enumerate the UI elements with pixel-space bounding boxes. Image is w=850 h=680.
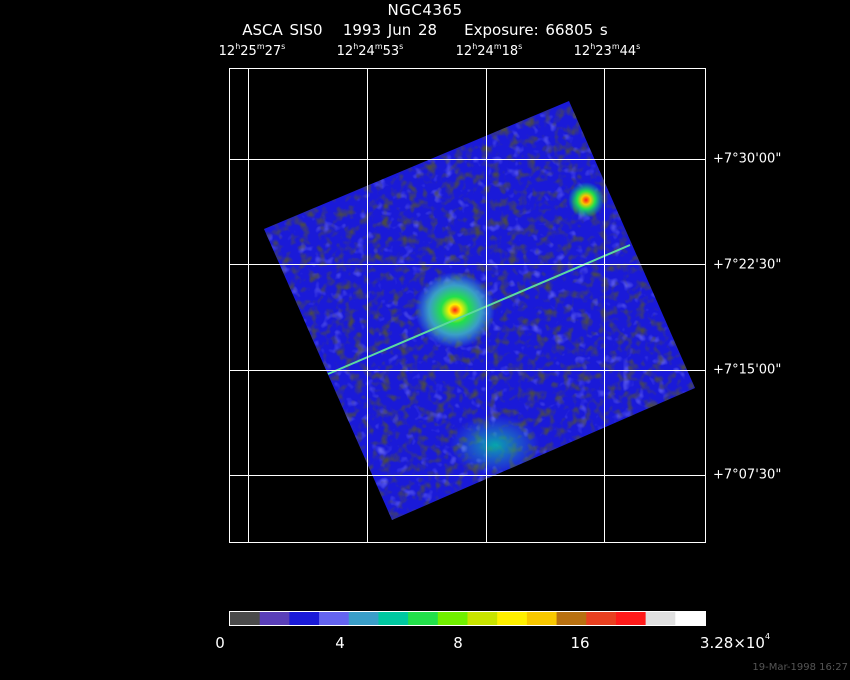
colorbar-tick-0: 0: [215, 634, 225, 652]
observation-date: 1993 Jun 28: [342, 21, 438, 39]
object-title: NGC4365: [387, 1, 463, 19]
colorbar-swatch: [586, 612, 617, 625]
colorbar: [229, 611, 706, 626]
colorbar-tick-16: 16: [570, 634, 590, 652]
colorbar-swatch: [437, 612, 468, 625]
ra-label-1: 12h25m27s: [218, 42, 286, 59]
dec-label-1: +7°30'00": [713, 151, 782, 167]
colorbar-swatch: [615, 612, 647, 625]
colorbar-border: [229, 611, 706, 626]
colorbar-swatch: [289, 612, 320, 625]
coordinate-grid: [229, 68, 706, 543]
ra-label-2: 12h24m53s: [336, 42, 404, 59]
colorbar-swatch: [645, 612, 676, 625]
ra-label-3: 12h24m18s: [455, 42, 523, 59]
colorbar-swatch: [230, 612, 261, 625]
colorbar-swatch: [319, 612, 350, 625]
colorbar-swatch: [378, 612, 409, 625]
point-source: [568, 182, 604, 218]
colorbar-swatch: [259, 612, 290, 625]
chip-gap-line: [327, 244, 631, 375]
colorbar-swatch: [675, 612, 706, 625]
colorbar-swatch: [467, 612, 498, 625]
colorbar-swatch: [348, 612, 379, 625]
colorbar-swatch: [408, 612, 439, 625]
colorbar-swatch: [556, 612, 587, 625]
exposure-time: Exposure: 66805 s: [464, 21, 608, 39]
dec-label-2: +7°22'30": [713, 257, 782, 273]
colorbar-tick-8: 8: [453, 634, 463, 652]
plot-timestamp: 19-Mar-1998 16:27: [752, 662, 848, 673]
colorbar-swatch: [497, 612, 528, 625]
colorbar-swatch: [526, 612, 558, 625]
diffuse-emission: [450, 415, 540, 475]
observation-subtitle: ASCA SIS0 1993 Jun 28 Exposure: 66805 s: [0, 21, 850, 39]
colorbar-max-label: 3.28×104: [699, 632, 771, 652]
colorbar-tick-4: 4: [335, 634, 345, 652]
dec-label-3: +7°15'00": [713, 362, 782, 378]
dec-label-4: +7°07'30": [713, 467, 782, 483]
instrument-name: ASCA SIS0: [242, 21, 323, 39]
ra-label-4: 12h23m44s: [573, 42, 641, 59]
image-frame: [229, 68, 706, 543]
